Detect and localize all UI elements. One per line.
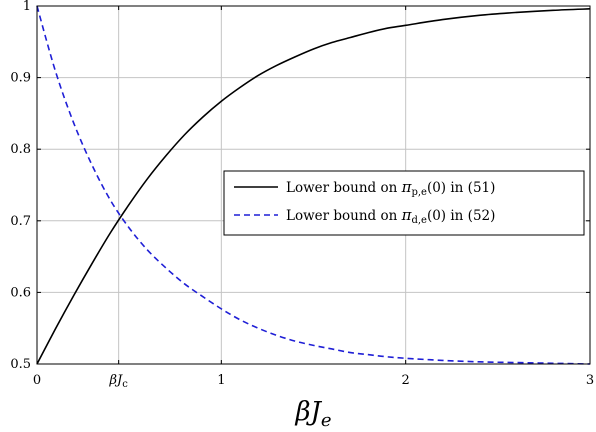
- series-line-2: [36, 5, 591, 365]
- x-tick-label: 0: [33, 373, 41, 388]
- legend: Lower bound on πp,e(0) in (51) Lower boun…: [223, 170, 585, 236]
- x-tick-label: βJc: [108, 373, 128, 390]
- x-tick-label: 2: [402, 373, 410, 388]
- axis-ticks: 0 βJc 1 2 3 0.5 0.6 0.7 0.8 0.9 1: [10, 0, 594, 390]
- y-tick-label: 0.9: [10, 71, 31, 86]
- x-tick-label: 1: [217, 373, 225, 388]
- legend-label-2: Lower bound on πd,e(0) in (52): [286, 206, 495, 226]
- series-lines: [36, 5, 591, 365]
- series-line-1: [36, 8, 591, 365]
- y-tick-label: 0.8: [10, 142, 31, 157]
- y-tick-label: 0.5: [10, 357, 31, 372]
- y-tick-label: 0.7: [10, 214, 31, 229]
- plot-frame: [36, 5, 591, 365]
- x-tick-label: 3: [586, 373, 594, 388]
- y-tick-label: 1: [23, 0, 31, 14]
- legend-box: [223, 170, 585, 236]
- x-axis-label: βJe: [294, 397, 331, 431]
- legend-label-1: Lower bound on πp,e(0) in (51): [286, 178, 495, 198]
- y-tick-label: 0.6: [10, 285, 31, 300]
